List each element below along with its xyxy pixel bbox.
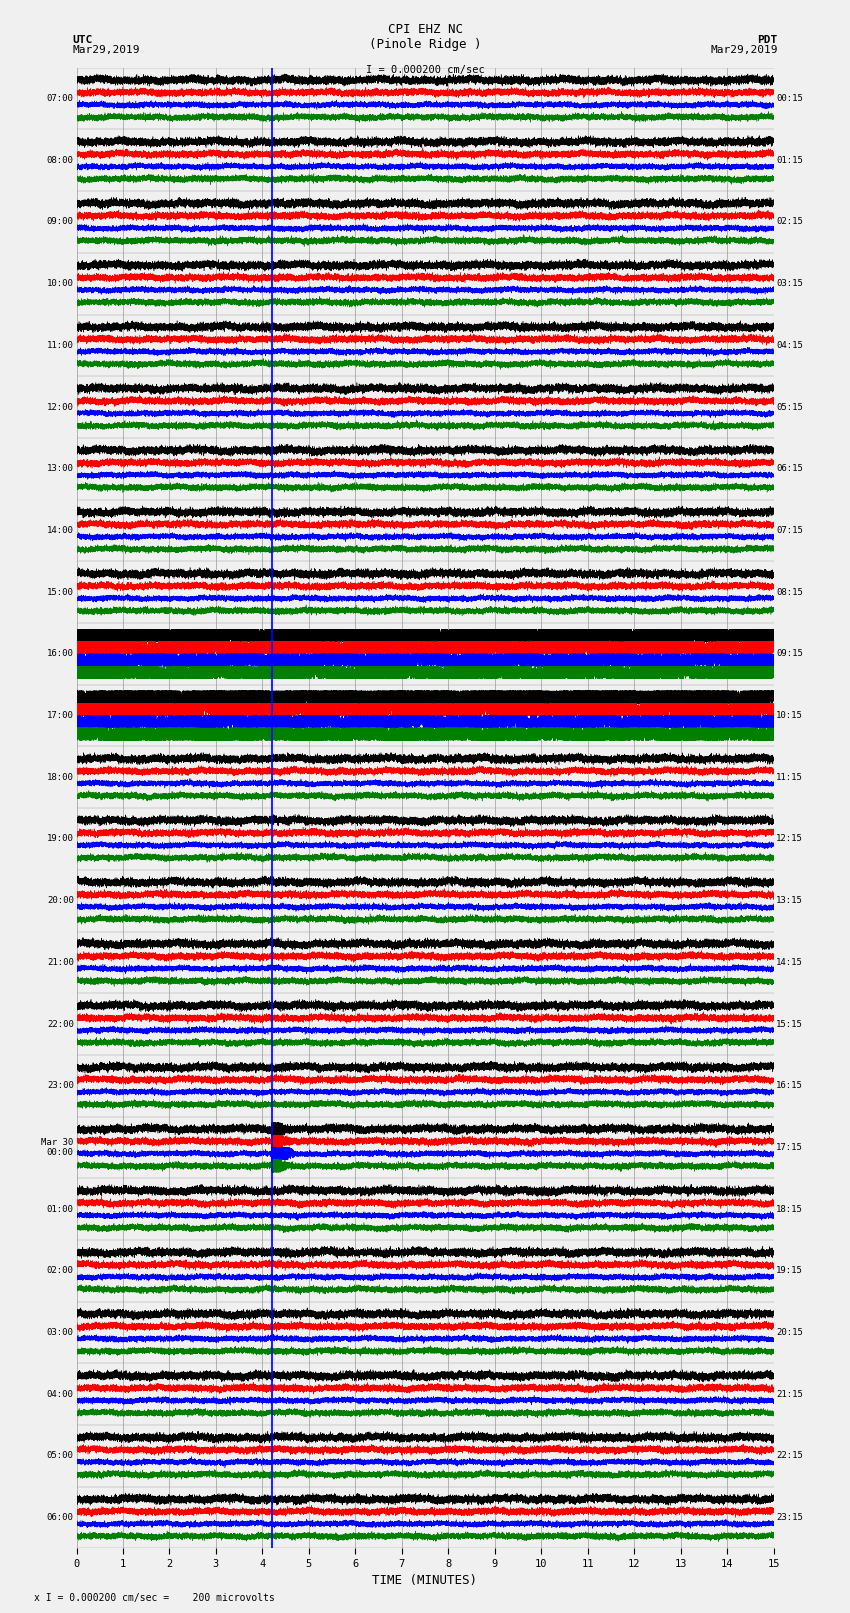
Text: I = 0.000200 cm/sec: I = 0.000200 cm/sec	[366, 65, 484, 74]
Text: x I = 0.000200 cm/sec =    200 microvolts: x I = 0.000200 cm/sec = 200 microvolts	[34, 1594, 275, 1603]
X-axis label: TIME (MINUTES): TIME (MINUTES)	[372, 1574, 478, 1587]
Text: Mar29,2019: Mar29,2019	[72, 45, 139, 55]
Title: CPI EHZ NC
(Pinole Ridge ): CPI EHZ NC (Pinole Ridge )	[369, 23, 481, 52]
Text: PDT: PDT	[757, 35, 778, 45]
Text: UTC: UTC	[72, 35, 93, 45]
Text: Mar29,2019: Mar29,2019	[711, 45, 778, 55]
